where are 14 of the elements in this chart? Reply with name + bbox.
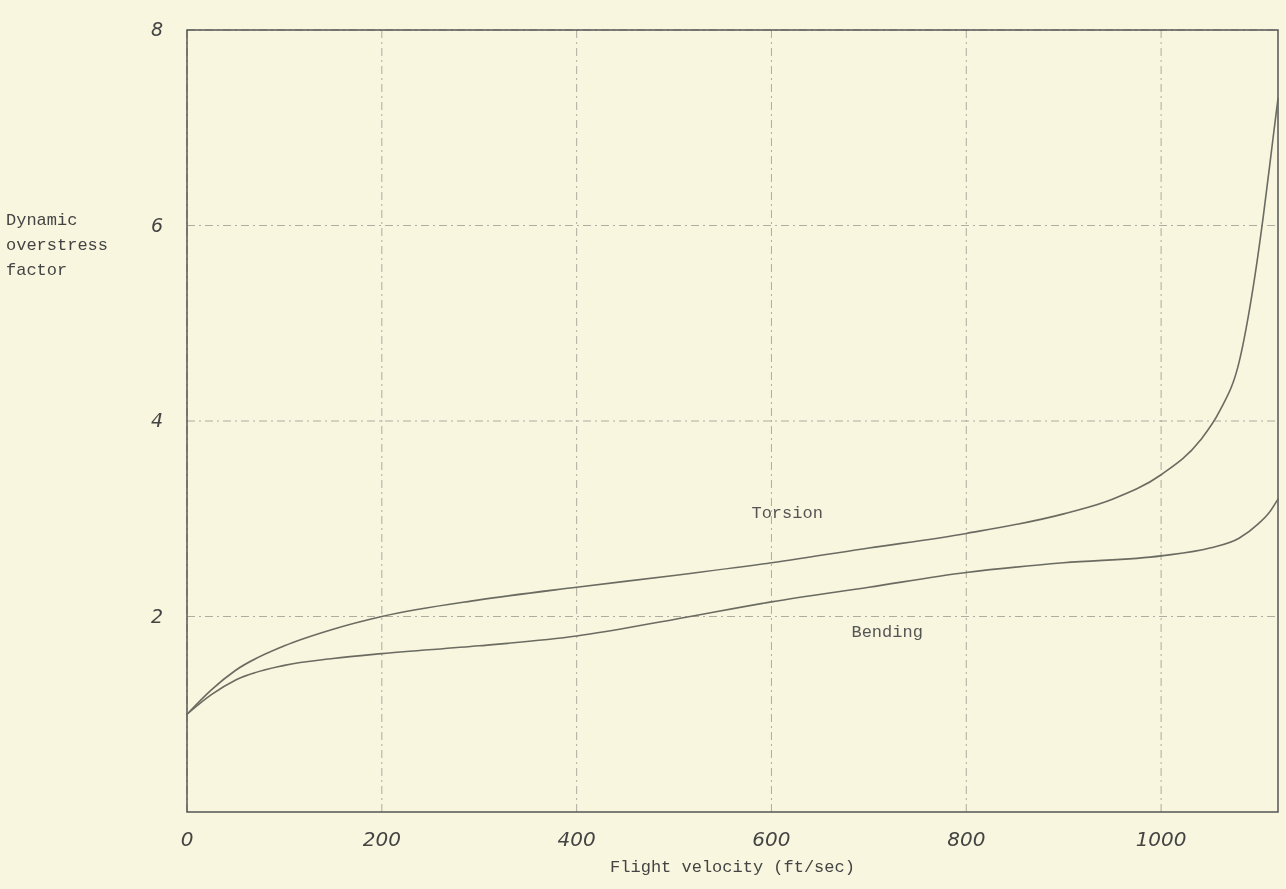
y-tick-label: 2 xyxy=(150,604,164,627)
x-tick-label: 0 xyxy=(180,827,194,851)
x-tick-label: 600 xyxy=(752,827,791,851)
x-tick-label: 1000 xyxy=(1135,827,1187,851)
y-tick-label: 8 xyxy=(150,18,164,40)
series-label: Torsion xyxy=(751,503,823,523)
x-axis-title: Flight velocity (ft/sec) xyxy=(610,858,855,877)
y-axis-title: Dynamic overstress factor xyxy=(6,211,109,280)
series-label: Bending xyxy=(851,622,923,642)
y-tick-label: 4 xyxy=(150,409,164,431)
y-tick-label: 6 xyxy=(150,213,164,236)
x-tick-label: 400 xyxy=(557,827,596,851)
x-tick-label: 200 xyxy=(362,827,401,851)
x-tick-label: 800 xyxy=(947,827,986,851)
